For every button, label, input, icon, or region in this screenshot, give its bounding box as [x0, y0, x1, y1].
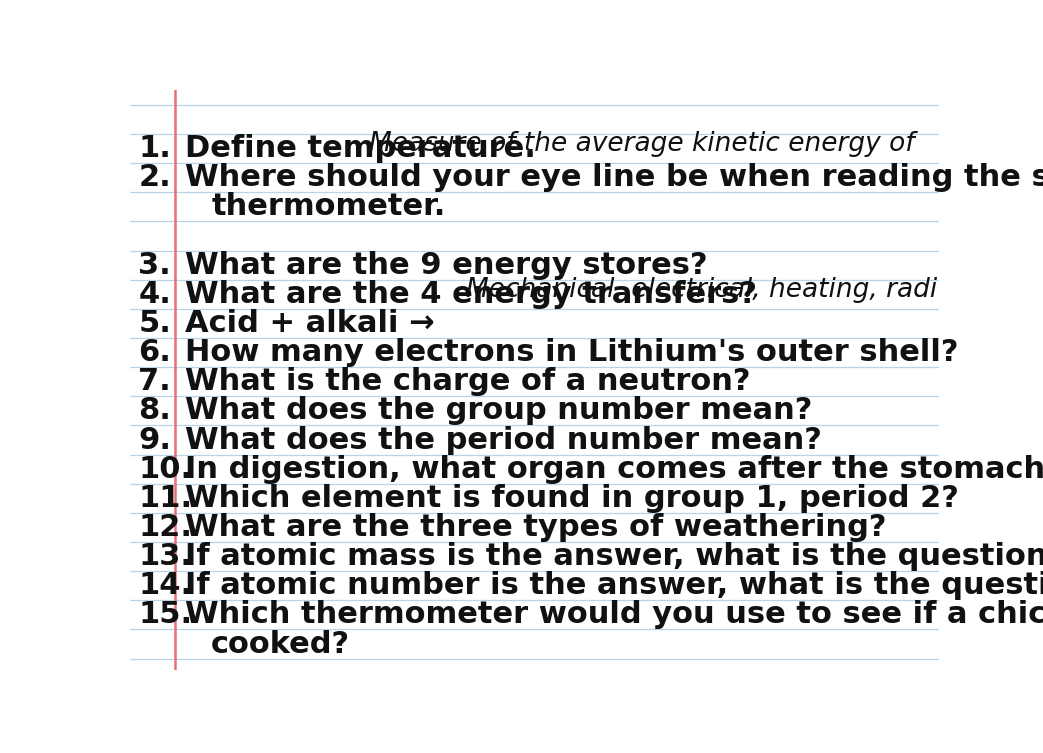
Text: 4.: 4. — [139, 280, 171, 309]
Text: 12.: 12. — [139, 513, 193, 542]
Text: 3.: 3. — [139, 251, 171, 279]
Text: Define temperature.: Define temperature. — [186, 134, 536, 163]
Text: cooked?: cooked? — [211, 630, 350, 659]
Text: Which thermometer would you use to see if a chicken is fully: Which thermometer would you use to see i… — [186, 600, 1043, 630]
Text: In digestion, what organ comes after the stomach?: In digestion, what organ comes after the… — [186, 455, 1043, 483]
Text: Which element is found in group 1, period 2?: Which element is found in group 1, perio… — [186, 483, 960, 513]
Text: 14.: 14. — [139, 572, 193, 600]
Text: What does the group number mean?: What does the group number mean? — [186, 396, 812, 425]
Text: 10.: 10. — [139, 455, 193, 483]
Text: What are the three types of weathering?: What are the three types of weathering? — [186, 513, 887, 542]
Text: Where should your eye line be when reading the scale on the: Where should your eye line be when readi… — [186, 163, 1043, 192]
Text: What does the period number mean?: What does the period number mean? — [186, 425, 822, 455]
Text: 11.: 11. — [139, 483, 193, 513]
Text: 9.: 9. — [139, 425, 171, 455]
Text: 6.: 6. — [139, 338, 171, 367]
Text: What is the charge of a neutron?: What is the charge of a neutron? — [186, 367, 751, 396]
Text: Acid + alkali →: Acid + alkali → — [186, 309, 435, 338]
Text: 5.: 5. — [139, 309, 171, 338]
Text: 2.: 2. — [139, 163, 171, 192]
Text: How many electrons in Lithium's outer shell?: How many electrons in Lithium's outer sh… — [186, 338, 959, 367]
Text: If atomic mass is the answer, what is the question?: If atomic mass is the answer, what is th… — [186, 542, 1043, 571]
Text: 15.: 15. — [139, 600, 193, 630]
Text: 1.: 1. — [139, 134, 171, 163]
Text: What are the 9 energy stores?: What are the 9 energy stores? — [186, 251, 708, 279]
Text: 8.: 8. — [139, 396, 171, 425]
Text: 13.: 13. — [139, 542, 193, 571]
Text: thermometer.: thermometer. — [211, 192, 445, 221]
Text: Measure of the average kinetic energy of: Measure of the average kinetic energy of — [369, 131, 915, 157]
Text: Mechanical, electrical, heating, radi: Mechanical, electrical, heating, radi — [466, 277, 937, 303]
Text: If atomic number is the answer, what is the question?: If atomic number is the answer, what is … — [186, 572, 1043, 600]
Text: What are the 4 energy transfers?: What are the 4 energy transfers? — [186, 280, 757, 309]
Text: 7.: 7. — [139, 367, 171, 396]
